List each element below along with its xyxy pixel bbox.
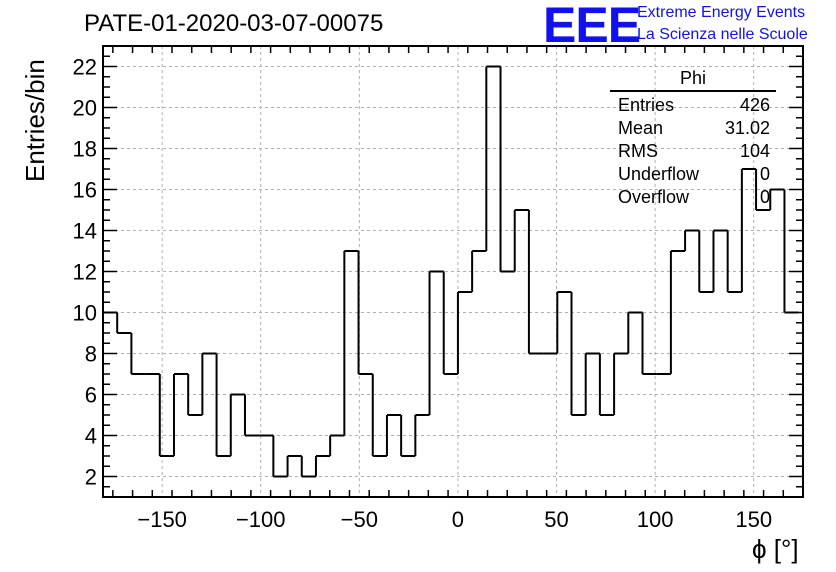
y-axis-label: Entries/bin — [20, 59, 50, 182]
y-tick-label: 2 — [85, 465, 97, 490]
y-tick-label: 10 — [73, 301, 97, 326]
stats-value: 426 — [739, 95, 770, 115]
stats-box: Phi Entries 426 Mean 31.02 RMS 104 Under… — [610, 68, 776, 209]
x-tick-label: −50 — [341, 507, 378, 532]
stats-row-mean: Mean 31.02 — [610, 117, 776, 140]
x-tick-label: 0 — [452, 507, 464, 532]
stats-value: 0 — [759, 187, 770, 207]
y-tick-label: 4 — [85, 424, 97, 449]
stats-row-underflow: Underflow 0 — [610, 163, 776, 186]
y-tick-label: 8 — [85, 342, 97, 367]
stats-title: Phi — [610, 68, 776, 92]
eee-logo: EEE — [543, 0, 641, 53]
x-tick-label: 100 — [637, 507, 674, 532]
y-tick-label: 18 — [73, 137, 97, 162]
stats-value: 0 — [759, 164, 770, 184]
y-tick-label: 12 — [73, 260, 97, 285]
x-tick-label: 150 — [735, 507, 772, 532]
logo-subtitle-1: Extreme Energy Events — [637, 4, 806, 21]
y-tick-label: 20 — [73, 96, 97, 121]
chart-title: PATE-01-2020-03-07-00075 — [84, 10, 384, 37]
stats-row-overflow: Overflow 0 — [610, 186, 776, 209]
x-axis-label: ϕ [°] — [752, 534, 799, 564]
y-tick-label: 6 — [85, 383, 97, 408]
axis-layer: −150 −100 −50 0 50 100 150 2 4 6 8 10 12 14 16 18 20 22 — [73, 45, 804, 532]
stats-label: Entries — [618, 95, 675, 115]
stats-label: Overflow — [618, 187, 690, 207]
x-tick-label: −100 — [236, 507, 286, 532]
stats-label: Underflow — [618, 164, 700, 184]
y-tick-label: 16 — [73, 178, 97, 203]
x-tick-label: 50 — [544, 507, 568, 532]
stats-label: Mean — [618, 118, 664, 138]
stats-row-entries: Entries 426 — [610, 94, 776, 117]
stats-row-rms: RMS 104 — [610, 140, 776, 163]
stats-value: 31.02 — [724, 118, 770, 138]
y-tick-label: 14 — [73, 219, 97, 244]
grid-layer — [103, 46, 803, 497]
stats-label: RMS — [618, 141, 658, 161]
y-tick-label: 22 — [73, 55, 97, 80]
stats-value: 104 — [739, 141, 770, 161]
logo-subtitle-2: La Scienza nelle Scuole — [637, 26, 808, 43]
x-tick-label: −150 — [137, 507, 187, 532]
histogram-layer — [103, 65, 799, 478]
